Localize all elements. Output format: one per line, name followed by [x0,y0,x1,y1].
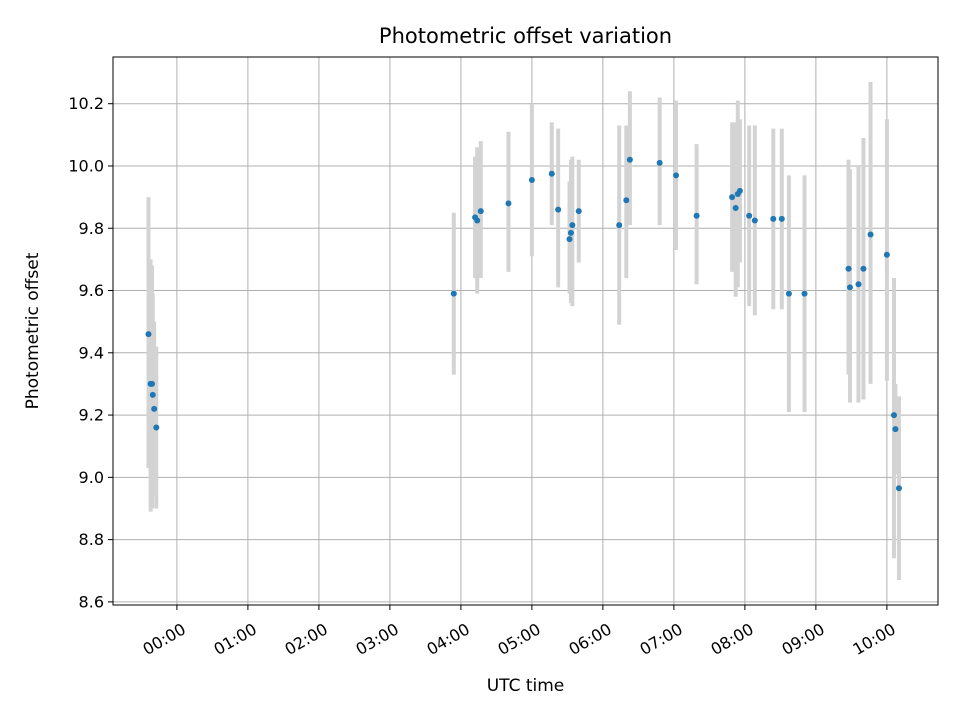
y-axis-label: Photometric offset [23,252,43,409]
axes [108,56,939,610]
x-tick-label: 01:00 [210,619,259,659]
data-point [474,217,481,224]
data-point [892,426,899,433]
x-tick-label: 02:00 [281,619,330,659]
y-tick-label: 8.8 [79,530,104,549]
data-point [548,170,555,177]
data-point [505,200,512,207]
data-point [149,380,156,387]
x-tick-label: 05:00 [494,619,543,659]
data-point [729,194,736,201]
x-tick-label: 08:00 [707,619,756,659]
x-tick-label: 03:00 [352,619,401,659]
data-point [569,222,576,229]
data-point [567,229,574,236]
data-point [693,212,700,219]
data-point [575,208,582,215]
data-point [751,217,758,224]
data-points [145,156,902,492]
data-point [867,231,874,238]
data-point [149,391,156,398]
x-axis-label: UTC time [487,676,565,696]
data-point [673,172,680,179]
y-tick-label: 8.6 [79,592,104,611]
y-tick-label: 10.0 [68,156,104,175]
data-point [528,176,535,183]
data-point [746,212,753,219]
data-point [860,265,867,272]
data-point [623,197,630,204]
x-tick-label: 06:00 [565,619,614,659]
plot-frame [112,56,939,606]
y-tick-label: 10.2 [68,94,104,113]
y-tick-label: 9.2 [79,406,104,425]
data-point [555,206,562,213]
x-tick-label: 09:00 [778,619,827,659]
y-tick-label: 9.4 [79,343,104,362]
data-point [153,424,160,431]
x-tick-label: 04:00 [423,619,472,659]
data-point [883,251,890,258]
data-point [895,485,902,492]
data-point [450,290,457,297]
data-point [890,412,897,419]
data-point [656,159,663,166]
data-point [477,208,484,215]
data-point [846,284,853,291]
data-point [855,281,862,288]
grid-lines [113,57,938,605]
data-point [145,331,152,338]
data-point [566,236,573,243]
y-tick-label: 9.0 [79,468,104,487]
chart-title: Photometric offset variation [379,24,672,48]
x-tick-label: 10:00 [849,619,898,659]
data-point [778,215,785,222]
data-point [626,156,633,163]
x-tick-label: 07:00 [636,619,685,659]
data-point [616,222,623,229]
data-point [151,405,158,412]
data-point [785,290,792,297]
data-point [736,187,743,194]
y-tick-label: 9.8 [79,219,104,238]
error-bars [146,81,901,581]
data-point [845,265,852,272]
data-point [801,290,808,297]
x-tick-label: 00:00 [139,619,188,659]
data-point [770,215,777,222]
y-tick-label: 9.6 [79,281,104,300]
data-point [732,205,739,212]
